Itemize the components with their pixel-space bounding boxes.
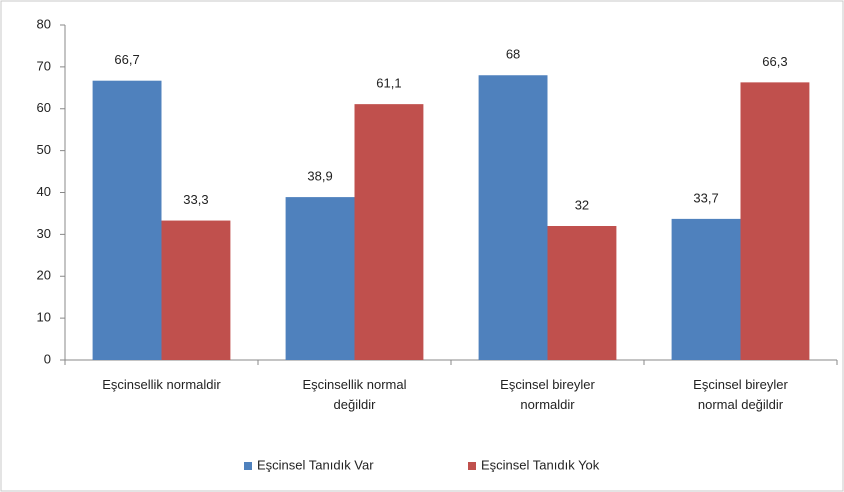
y-tick-label: 0 — [44, 351, 51, 366]
y-tick-label: 50 — [37, 142, 51, 157]
bar — [547, 226, 617, 360]
y-tick-label: 10 — [37, 310, 51, 325]
x-tick-line: Eşcinsel bireyler — [693, 377, 788, 392]
x-tick-label: Eşcinsellik normal değildir — [302, 377, 406, 412]
value-label: 38,9 — [307, 169, 332, 184]
value-label: 68 — [506, 47, 520, 62]
legend-label: Eşcinsel Tanıdık Yok — [481, 457, 600, 472]
x-tick-line: normal değildir — [698, 397, 784, 412]
value-label: 66,7 — [114, 52, 139, 67]
legend-swatch — [468, 462, 476, 470]
x-tick-line: Eşcinsellik normal — [302, 377, 406, 392]
bar — [92, 80, 162, 360]
bar — [161, 220, 231, 360]
legend-label: Eşcinsel Tanıdık Var — [257, 457, 374, 472]
x-tick-line: Eşcinsellik normaldir — [102, 377, 221, 392]
x-tick-line: normaldir — [520, 397, 575, 412]
y-tick-label: 60 — [37, 100, 51, 115]
x-tick-label: Eşcinsellik normaldir — [102, 377, 221, 392]
bar — [285, 197, 355, 360]
x-tick-label: Eşcinsel bireyler normaldir — [500, 377, 595, 412]
y-tick-label: 20 — [37, 268, 51, 283]
legend-swatch — [244, 462, 252, 470]
y-tick-label: 80 — [37, 16, 51, 31]
bar — [740, 82, 810, 361]
x-tick-line: Eşcinsel bireyler — [500, 377, 595, 392]
x-tick-line: değildir — [334, 397, 377, 412]
bar — [478, 75, 548, 360]
bar — [671, 218, 741, 360]
value-label: 61,1 — [376, 76, 401, 91]
value-label: 33,3 — [183, 192, 208, 207]
x-tick-label: Eşcinsel bireyler normal değildir — [693, 377, 788, 412]
value-label: 33,7 — [693, 190, 718, 205]
y-tick-label: 70 — [37, 58, 51, 73]
bar — [354, 104, 424, 360]
y-tick-label: 40 — [37, 184, 51, 199]
y-tick-label: 30 — [37, 226, 51, 241]
value-label: 66,3 — [762, 54, 787, 69]
value-label: 32 — [575, 197, 589, 212]
